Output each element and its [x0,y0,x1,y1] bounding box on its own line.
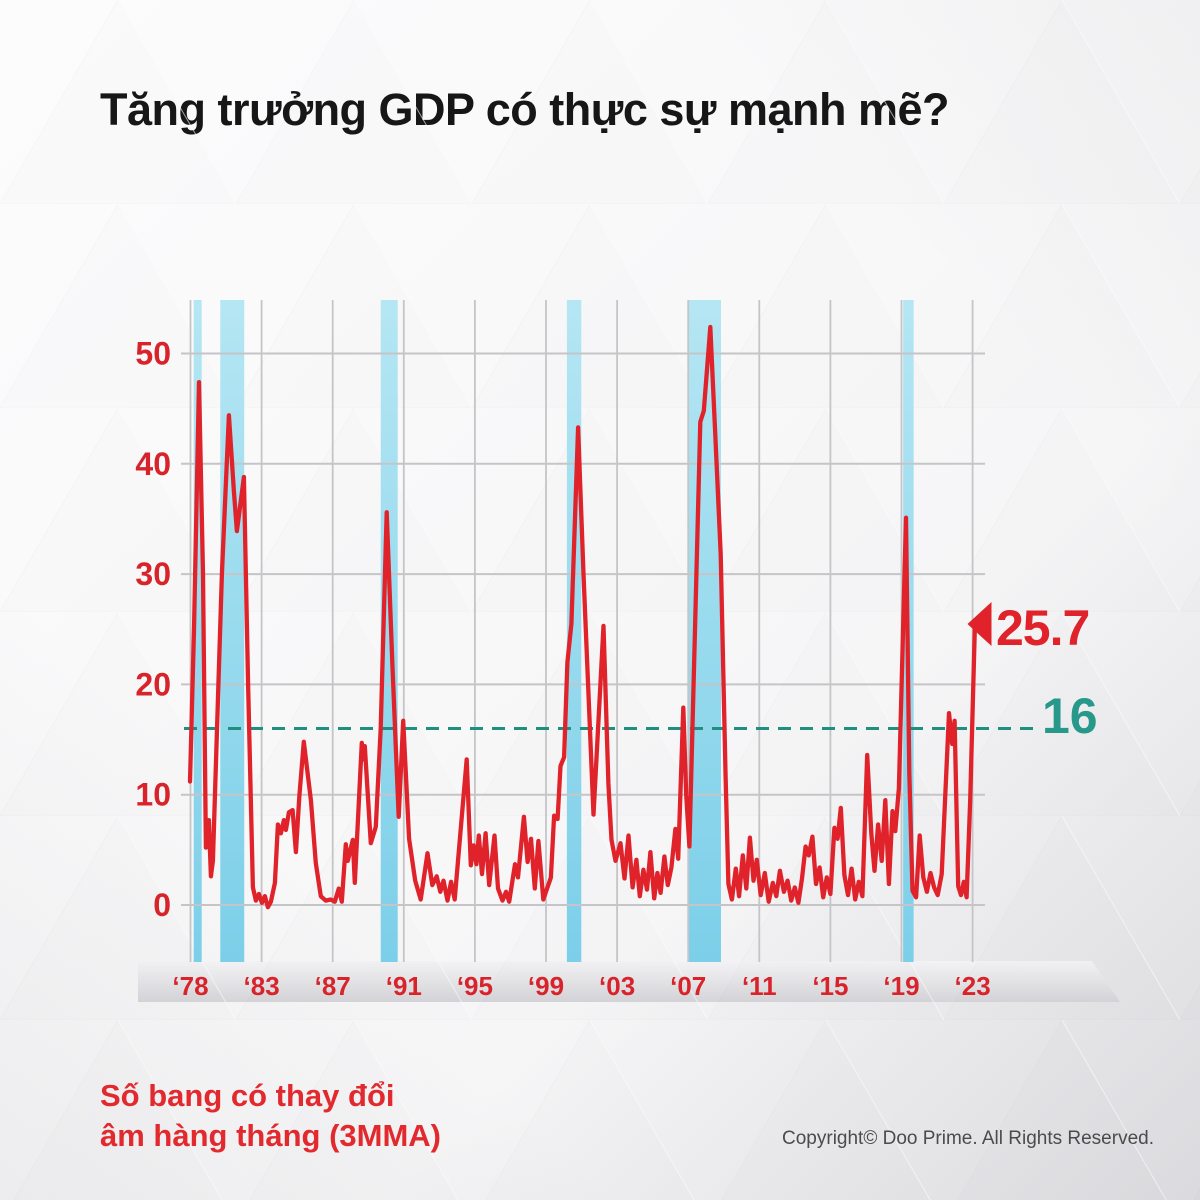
y-axis-tick-label: 20 [135,666,171,702]
x-axis-tick-label: ‘23 [955,971,991,1001]
gdp-series-line [187,324,978,910]
series-group [187,324,992,910]
recession-band [220,300,245,962]
x-axis-tick-label: ‘78 [172,971,208,1001]
y-axis-tick-label: 40 [135,446,171,482]
copyright-text: Copyright© Doo Prime. All Rights Reserve… [782,1128,1154,1149]
latest-point-arrow-icon [967,602,992,647]
x-axis-tick-label: ‘83 [244,971,280,1001]
x-axis-tick-label: ‘19 [883,971,919,1001]
latest-value-label: 25.7 [996,600,1090,656]
y-axis-tick-label: 30 [135,556,171,592]
x-axis-tick-label: ‘07 [670,971,706,1001]
footnote-line-1: Số bang có thay đổi [100,1078,395,1113]
x-axis-tick-label: ‘99 [528,971,564,1001]
x-axis-tick-label: ‘15 [812,971,848,1001]
footnote-line-2: âm hàng tháng (3MMA) [100,1118,441,1153]
recession-band [193,300,202,962]
chart-footnote: Số bang có thay đổi âm hàng tháng (3MMA) [100,1076,441,1156]
axis-labels-group: 0 10 20 30 40 50 ‘78 ‘83 ‘87 ‘91 ‘95 ‘99 ‘03 ‘07 ‘11 ‘1… [135,336,990,1002]
reference-value-label: 16 [1042,688,1098,744]
y-axis-tick-label: 50 [135,336,171,372]
x-axis-tick-label: ‘91 [386,971,422,1001]
y-axis-tick-label: 0 [153,887,171,923]
x-axis-tick-label: ‘87 [315,971,351,1001]
y-axis-tick-label: 10 [135,777,171,813]
x-axis-tick-label: ‘11 [742,971,777,1001]
x-axis-tick-label: ‘95 [457,971,493,1001]
x-axis-tick-label: ‘03 [599,971,635,1001]
